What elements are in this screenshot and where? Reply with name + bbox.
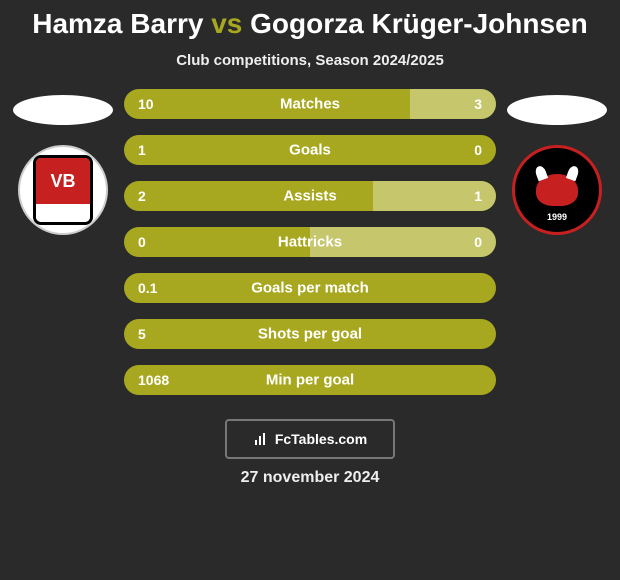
stat-bar-left-value: 1 [138, 142, 146, 158]
stat-bar-right-value: 3 [474, 96, 482, 112]
stat-bar-left-value: 5 [138, 326, 146, 342]
stat-bar-label: Hattricks [124, 234, 496, 251]
stat-bar-label: Matches [124, 96, 496, 113]
stat-bar-label: Goals [124, 142, 496, 159]
stat-bar-left-value: 0 [138, 234, 146, 250]
stat-bar-label: Goals per match [124, 280, 496, 297]
club-left-initials: VB [50, 171, 75, 192]
stat-bar-label: Assists [124, 188, 496, 205]
site-logo-icon [253, 431, 269, 447]
stat-bar-left-value: 2 [138, 188, 146, 204]
stat-bar-right-value: 0 [474, 142, 482, 158]
club-right-year: 1999 [515, 212, 599, 222]
subtitle: Club competitions, Season 2024/2025 [0, 52, 620, 69]
stat-bar-left-value: 1068 [138, 372, 169, 388]
stat-bar: Matches10 3 [124, 89, 496, 119]
left-side: VB [8, 89, 118, 235]
player2-photo-placeholder [507, 95, 607, 125]
stat-bar-right-value: 1 [474, 188, 482, 204]
stat-bar-right-value: 0 [474, 234, 482, 250]
right-side: 1999 [502, 89, 612, 235]
footer-site-text: FcTables.com [275, 431, 367, 447]
stat-bar-left-value: 10 [138, 96, 154, 112]
stat-bar: Min per goal1068 [124, 365, 496, 395]
stat-bar-label: Min per goal [124, 372, 496, 389]
player1-name: Hamza Barry [32, 8, 203, 39]
stat-bar-label: Shots per goal [124, 326, 496, 343]
stat-bar: Assists2 1 [124, 181, 496, 211]
stat-bar: Goals per match0.1 [124, 273, 496, 303]
footer-date: 27 november 2024 [0, 469, 620, 487]
player1-photo-placeholder [13, 95, 113, 125]
stat-bar-left-value: 0.1 [138, 280, 157, 296]
comparison-title: Hamza Barry vs Gogorza Krüger-Johnsen [0, 8, 620, 40]
stat-bar: Goals1 0 [124, 135, 496, 165]
player2-name: Gogorza Krüger-Johnsen [250, 8, 588, 39]
footer-site-badge: FcTables.com [225, 419, 395, 459]
player1-club-badge: VB [18, 145, 108, 235]
player2-club-badge: 1999 [512, 145, 602, 235]
stat-bars: Matches103Goals10Assists21Hattricks00Goa… [118, 89, 502, 395]
bull-icon [536, 174, 578, 206]
club-left-shield: VB [33, 155, 93, 225]
stat-bar: Hattricks0 0 [124, 227, 496, 257]
vs-text: vs [211, 8, 242, 39]
stat-bar: Shots per goal5 [124, 319, 496, 349]
comparison-body: VB Matches103Goals10Assists21Hattricks00… [0, 89, 620, 395]
